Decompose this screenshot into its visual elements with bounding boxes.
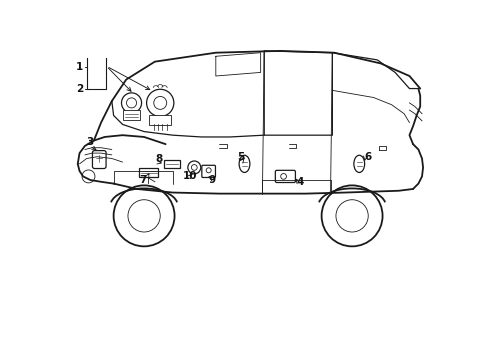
- Text: 7: 7: [140, 175, 147, 185]
- Ellipse shape: [353, 155, 364, 172]
- Text: 4: 4: [296, 177, 303, 187]
- Text: 3: 3: [86, 138, 93, 147]
- FancyBboxPatch shape: [164, 159, 180, 168]
- FancyBboxPatch shape: [202, 165, 215, 177]
- FancyBboxPatch shape: [149, 115, 171, 125]
- Text: 9: 9: [208, 175, 215, 185]
- Ellipse shape: [239, 155, 249, 172]
- Text: 8: 8: [155, 154, 163, 164]
- Text: 10: 10: [183, 171, 197, 181]
- FancyBboxPatch shape: [92, 150, 106, 168]
- Text: 5: 5: [237, 152, 244, 162]
- FancyBboxPatch shape: [275, 170, 295, 183]
- Text: 1: 1: [76, 62, 83, 72]
- Text: 6: 6: [364, 152, 371, 162]
- FancyBboxPatch shape: [122, 111, 140, 120]
- Text: 2: 2: [76, 84, 83, 94]
